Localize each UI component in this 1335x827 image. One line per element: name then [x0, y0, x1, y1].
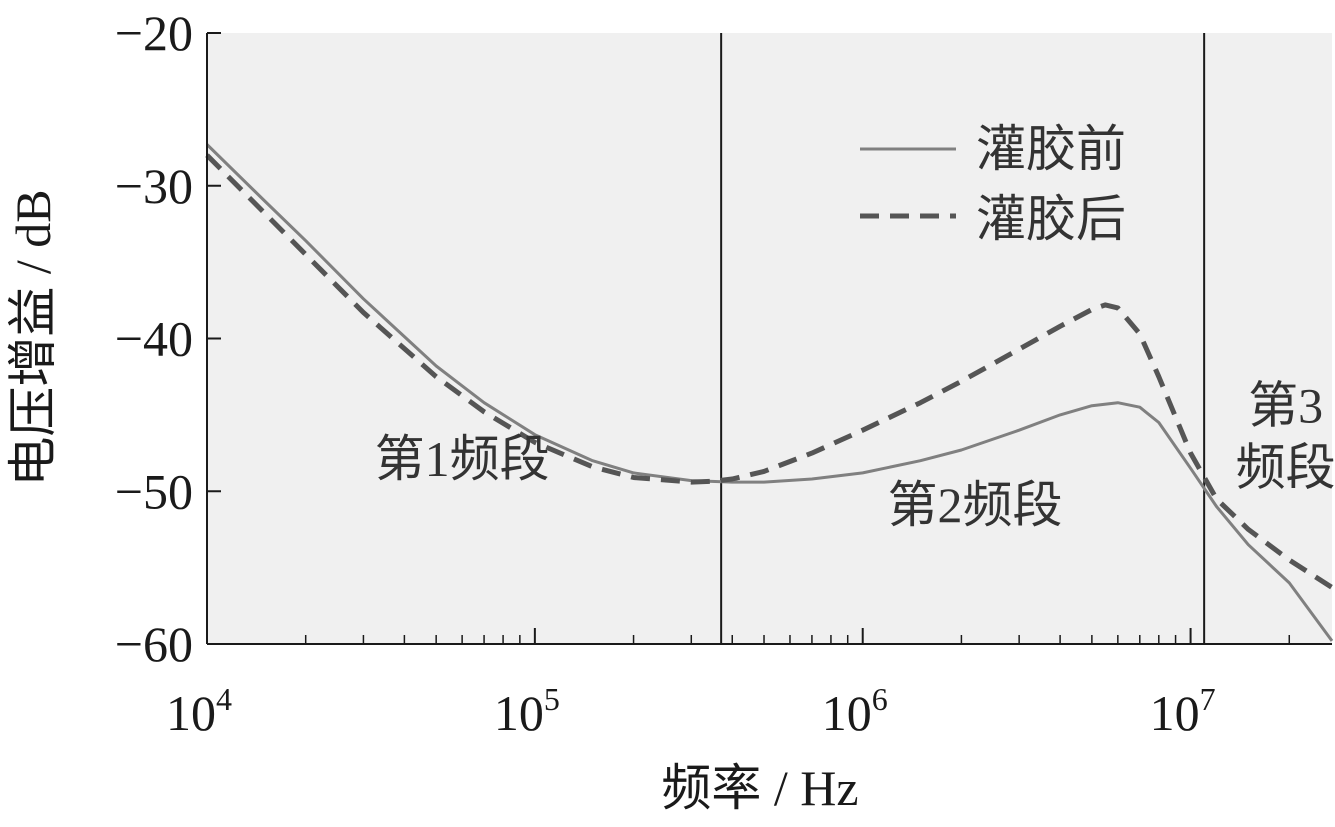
legend: 灌胶前 灌胶后 — [860, 121, 1126, 247]
x-tick-exponent: 7 — [1200, 681, 1216, 717]
axes — [206, 32, 1332, 645]
y-tick-label: −50 — [115, 463, 193, 519]
x-tick-label: 104 — [166, 681, 232, 741]
legend-label-after: 灌胶后 — [976, 191, 1126, 247]
region-label-1: 第1频段 — [375, 431, 550, 487]
y-tick-label: −60 — [115, 616, 193, 672]
y-tick-label: −20 — [115, 5, 193, 61]
region-label-line: 频段 — [1236, 440, 1335, 496]
y-tick-label: −40 — [115, 311, 193, 367]
x-tick-label: 107 — [1150, 681, 1216, 741]
band-boundaries — [720, 33, 1206, 644]
x-tick-base: 10 — [1150, 685, 1200, 741]
y-tick-labels: −20 −30 −40 −50 −60 — [115, 5, 193, 672]
x-tick-labels: 104 105 106 107 — [166, 681, 1216, 741]
x-minor-ticks — [304, 635, 1291, 644]
series-line-after — [205, 153, 1334, 590]
legend-label-before: 灌胶前 — [976, 121, 1126, 177]
x-tick-label: 105 — [494, 681, 560, 741]
region-label-3: 第3 频段 — [1236, 378, 1335, 496]
y-axis-title: 电压增益 / dB — [5, 189, 61, 486]
region-label-line: 第3 — [1248, 378, 1323, 434]
x-tick-exponent: 4 — [216, 681, 232, 717]
x-tick-base: 10 — [822, 685, 872, 741]
region-label-2: 第2频段 — [887, 477, 1062, 533]
data-series — [205, 143, 1334, 642]
series-line-before — [205, 143, 1334, 642]
x-tick-base: 10 — [494, 685, 544, 741]
plot-background — [207, 33, 1332, 644]
x-tick-label: 106 — [822, 681, 888, 741]
x-tick-exponent: 5 — [544, 681, 560, 717]
x-axis-title: 频率 / Hz — [661, 760, 858, 816]
x-tick-exponent: 6 — [872, 681, 888, 717]
x-tick-base: 10 — [166, 685, 216, 741]
y-tick-label: −30 — [115, 158, 193, 214]
